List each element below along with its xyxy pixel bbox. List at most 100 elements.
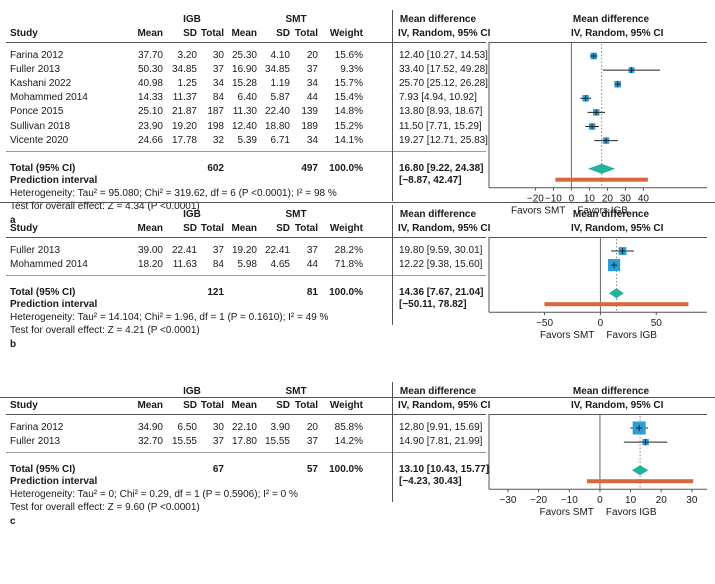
igb-mean: 40.98	[137, 78, 163, 90]
weight-header: Weight	[329, 28, 363, 39]
total1-header: Total	[200, 28, 224, 39]
forest-plot-svg: −50 0 50 Favors SMT Favors IGB	[488, 237, 707, 341]
study-name: Kashani 2022	[10, 78, 72, 90]
group1-header: IGB	[183, 386, 201, 397]
igb-sd: 15.55	[171, 436, 197, 448]
study-weight: 15.6%	[334, 50, 363, 61]
study-ci: 19.27 [12.71, 25.83]	[399, 134, 488, 146]
forest-panel-b: IGB SMT Mean difference Mean difference Stud…	[0, 205, 715, 398]
smt-sd: 4.65	[270, 259, 290, 271]
igb-total: 198	[207, 120, 224, 132]
study-name: Fuller 2013	[10, 436, 61, 448]
x-tick-label: 30	[686, 495, 698, 506]
study-weight: 15.7%	[334, 78, 363, 90]
overall-effect-text: Test for overall effect: Z = 4.21 (P <0.…	[10, 325, 200, 337]
total-weight: 100.0%	[329, 287, 363, 299]
plot-md-sub-header: IV, Random, 95% CI	[571, 28, 664, 39]
smt-mean: 22.10	[231, 422, 257, 433]
smt-mean: 12.40	[231, 120, 257, 132]
igb-sd: 19.20	[171, 120, 197, 132]
sd1-header: SD	[183, 400, 197, 411]
study-weight: 9.3%	[340, 64, 363, 76]
study-ci: 13.80 [8.93, 18.67]	[399, 106, 483, 118]
prediction-interval-label: Prediction interval	[10, 299, 98, 311]
total-ci: 13.10 [10.43, 15.77]	[399, 464, 490, 476]
study-ci: 7.93 [4.94, 10.92]	[399, 92, 477, 104]
study-weight: 14.2%	[334, 436, 363, 448]
panel-label: a	[10, 214, 16, 226]
x-tick-label: −10	[561, 495, 578, 506]
x-tick-label: 0	[598, 318, 604, 329]
igb-mean: 23.90	[137, 120, 163, 132]
study-ci: 12.80 [9.91, 15.69]	[399, 422, 483, 433]
study-weight: 28.2%	[334, 245, 363, 256]
igb-sd: 3.20	[177, 50, 197, 61]
prediction-interval-bar	[544, 302, 689, 307]
smt-sd: 22.40	[264, 106, 290, 118]
ci-column-divider	[392, 10, 393, 42]
prediction-interval-ci: [−50.11, 78.82]	[399, 299, 467, 311]
total-igb-n: 121	[207, 287, 224, 299]
smt-mean: 6.40	[237, 92, 257, 104]
study-name: Farina 2012	[10, 50, 64, 61]
ci-column-divider	[392, 382, 393, 414]
pooled-diamond	[608, 288, 624, 299]
igb-sd: 11.63	[172, 259, 197, 271]
igb-total: 84	[212, 259, 224, 271]
prediction-interval-bar	[555, 177, 648, 182]
igb-mean: 34.90	[137, 422, 163, 433]
smt-sd: 4.10	[270, 50, 290, 61]
igb-mean: 39.00	[137, 245, 163, 256]
md-sub-header: IV, Random, 95% CI	[398, 223, 491, 234]
heterogeneity-text: Heterogeneity: Tau² = 14.104; Chi² = 1.9…	[10, 312, 329, 324]
prediction-interval-ci: [−4.23, 30.43]	[399, 476, 462, 488]
study-weight: 15.4%	[334, 92, 363, 104]
plot-md-sub-header: IV, Random, 95% CI	[571, 400, 664, 411]
plot-md-sub-header: IV, Random, 95% CI	[571, 223, 664, 234]
sd2-header: SD	[276, 28, 290, 39]
total-smt-n: 57	[306, 464, 318, 476]
prediction-interval-ci: [−8.87, 42.47]	[399, 174, 462, 186]
x-tick-label: 10	[584, 194, 596, 205]
igb-mean: 14.33	[137, 92, 163, 104]
smt-total: 20	[306, 422, 318, 433]
group1-header: IGB	[183, 14, 201, 25]
smt-total: 189	[301, 120, 318, 132]
ci-column-divider-body	[392, 414, 393, 503]
study-name: Farina 2012	[10, 422, 64, 433]
md-title-header: Mean difference	[399, 386, 477, 397]
panel-separator	[0, 397, 715, 398]
mean1-header: Mean	[137, 400, 163, 411]
smt-sd: 34.85	[264, 64, 290, 76]
study-name: Fuller 2013	[10, 245, 61, 256]
igb-sd: 1.25	[177, 78, 197, 90]
x-tick-label: −10	[545, 194, 562, 205]
total-label: Total (95% CI)	[10, 464, 76, 476]
favors-smt-label: Favors SMT	[539, 507, 593, 518]
igb-sd: 11.37	[172, 92, 197, 104]
smt-mean: 25.30	[231, 50, 257, 61]
x-tick-label: −20	[527, 194, 544, 205]
smt-mean: 5.98	[237, 259, 257, 271]
sd2-header: SD	[276, 223, 290, 234]
smt-sd: 22.41	[264, 245, 290, 256]
igb-total: 37	[212, 436, 224, 448]
header-separator	[6, 414, 486, 415]
heterogeneity-text: Heterogeneity: Tau² = 0; Chi² = 0.29, df…	[10, 489, 298, 501]
prediction-interval-bar	[586, 479, 694, 484]
study-ci: 19.80 [9.59, 30.01]	[399, 245, 483, 256]
plot-header-separator	[489, 237, 707, 238]
smt-mean: 19.20	[231, 245, 257, 256]
igb-total: 30	[212, 422, 224, 433]
igb-sd: 17.78	[171, 134, 197, 146]
favors-smt-label: Favors SMT	[540, 330, 594, 341]
study-ci: 12.40 [10.27, 14.53]	[399, 50, 488, 61]
total2-header: Total	[294, 400, 318, 411]
studies-end-separator	[6, 150, 486, 152]
forest-panel-c: IGB SMT Mean difference Mean difference Stud…	[0, 382, 715, 574]
x-tick-label: 40	[638, 194, 650, 205]
ci-column-divider-body	[392, 237, 393, 326]
smt-total: 34	[306, 78, 318, 90]
total-ci: 14.36 [7.67, 21.04]	[399, 287, 484, 299]
header-separator	[6, 42, 486, 43]
